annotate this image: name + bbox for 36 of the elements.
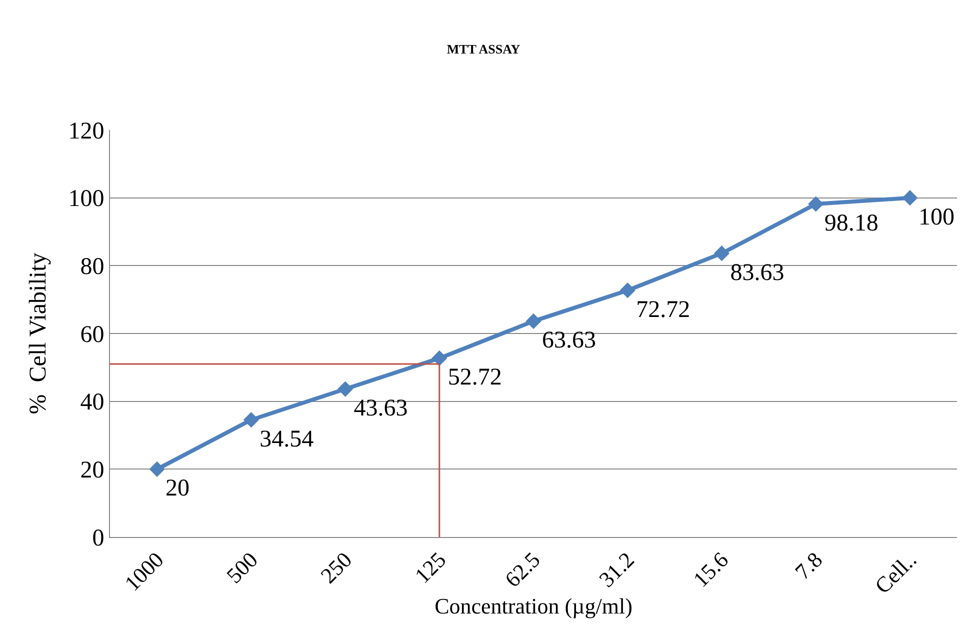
point	[902, 190, 918, 206]
point	[432, 350, 448, 366]
y-tick-label: 120	[68, 118, 104, 144]
x-tick-label: 15.6	[688, 547, 734, 592]
x-tick-label: 31.2	[594, 547, 639, 592]
y-tick-label: 100	[68, 186, 104, 212]
y-tick-label: 20	[80, 458, 104, 484]
x-tick-label: 250	[316, 547, 357, 588]
data-label: 43.63	[354, 396, 408, 422]
y-tick-label: 0	[92, 525, 104, 552]
data-label: 83.63	[730, 260, 784, 286]
y-axis-title: % Cell Viability	[25, 252, 52, 414]
point	[808, 196, 824, 212]
data-label: 34.54	[260, 426, 314, 452]
point	[714, 246, 730, 262]
y-tick-label: 80	[80, 254, 104, 280]
x-tick-label: 62.5	[500, 547, 545, 592]
data-label: 72.72	[636, 296, 690, 323]
point	[149, 461, 165, 477]
x-axis-title: Concentration (µg/ml)	[434, 593, 632, 618]
data-label: 52.72	[448, 364, 502, 391]
chart-title: MTT ASSAY	[446, 42, 521, 57]
y-tick-label: 60	[80, 322, 104, 348]
data-label: 63.63	[542, 328, 596, 354]
y-tick-label: 40	[80, 390, 104, 416]
point	[243, 412, 259, 428]
data-label: 100	[918, 204, 954, 230]
point	[526, 313, 542, 329]
point	[620, 282, 636, 298]
data-label: 20	[166, 476, 190, 502]
data-label: 98.18	[824, 210, 878, 237]
x-tick-label: Cell..	[870, 547, 922, 598]
x-tick-label: 500	[221, 547, 262, 588]
point	[337, 381, 354, 397]
x-tick-label: 125	[410, 547, 451, 588]
x-tick-label: 7.8	[790, 547, 828, 584]
